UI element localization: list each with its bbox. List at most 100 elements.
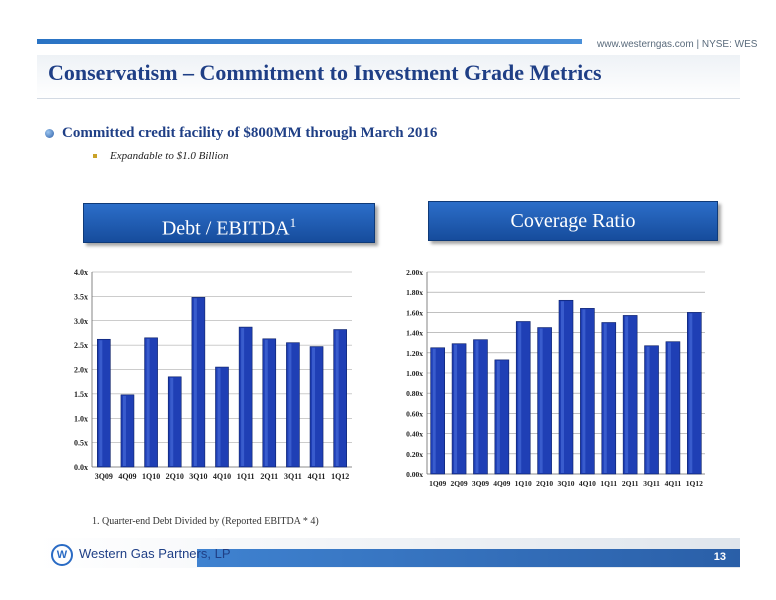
coverage-y-tick-label: 1.00x (406, 369, 423, 378)
coverage-y-tick-label: 1.20x (406, 349, 423, 358)
coverage-bar-highlight (646, 346, 650, 473)
debt-ebitda-bar-highlight (288, 343, 292, 466)
website-url: www.westerngas.com | NYSE: WES (597, 39, 757, 50)
title-band (37, 55, 740, 99)
debt-ebitda-x-tick-label: 4Q09 (118, 472, 136, 481)
debt-ebitda-y-tick-label: 1.5x (74, 390, 88, 399)
debt-ebitda-bar-highlight (99, 340, 103, 466)
page-number: 13 (713, 551, 726, 563)
debt-ebitda-bar-highlight (122, 395, 126, 466)
debt-ebitda-chart: 0.0x 0.5x 1.0x 1.5x 2.0x 2.5x 3.0x 3.5x 4.0x 3Q09… (74, 268, 352, 481)
coverage-x-tick-label: 1Q12 (686, 479, 703, 488)
bullet-main-text: Committed credit facility of $800MM thro… (62, 125, 438, 141)
coverage-ratio-header-text: Coverage Ratio (510, 210, 636, 232)
debt-ebitda-bar (191, 297, 206, 468)
coverage-y-tick-label: 1.40x (406, 329, 423, 338)
bullet-sub: Expandable to $1.0 Billion (93, 150, 229, 162)
url-text: www.westerngas.com (597, 39, 694, 50)
debt-ebitda-bar (262, 338, 277, 468)
debt-ebitda-bar-highlight (241, 328, 245, 466)
coverage-x-tick-label: 1Q11 (600, 479, 617, 488)
coverage-bar-highlight (539, 328, 543, 473)
coverage-y-tick-label: 0.00x (406, 470, 423, 479)
coverage-y-tick-label: 1.60x (406, 308, 423, 317)
coverage-y-tick-label: 0.60x (406, 409, 423, 418)
debt-ebitda-x-tick-label: 1Q10 (142, 472, 160, 481)
debt-ebitda-bar-highlight (146, 338, 150, 466)
coverage-x-tick-label: 3Q11 (643, 479, 660, 488)
debt-ebitda-y-tick-label: 3.0x (74, 317, 88, 326)
footnote-marker: 1 (289, 215, 297, 230)
debt-ebitda-y-tick-label: 3.5x (74, 292, 88, 301)
coverage-x-tick-label: 3Q09 (472, 479, 489, 488)
debt-ebitda-x-tick-label: 1Q12 (331, 472, 349, 481)
debt-ebitda-bar (238, 326, 253, 468)
debt-ebitda-bar (144, 337, 158, 468)
coverage-bar-highlight (667, 342, 671, 473)
coverage-y-tick-label: 0.20x (406, 450, 423, 459)
debt-ebitda-bar-highlight (312, 347, 316, 466)
coverage-bar-highlight (432, 348, 436, 473)
coverage-x-tick-label: 4Q10 (579, 479, 596, 488)
coverage-bar-highlight (561, 301, 564, 473)
top-accent-bar (37, 39, 582, 44)
debt-ebitda-bar (167, 376, 182, 468)
company-name: Western Gas Partners, LP (79, 546, 231, 561)
coverage-bar-highlight (518, 322, 522, 473)
coverage-x-tick-label: 2Q11 (622, 479, 639, 488)
page-title: Conservatism – Commitment to Investment … (48, 60, 602, 85)
debt-ebitda-y-tick-label: 1.0x (74, 414, 88, 423)
coverage-y-tick-label: 0.80x (406, 389, 423, 398)
coverage-x-tick-label: 1Q09 (429, 479, 446, 488)
debt-ebitda-x-tick-label: 3Q11 (284, 472, 302, 481)
title-divider (37, 98, 740, 99)
coverage-chart: 0.00x 0.20x 0.40x 0.60x 0.80x 1.00x 1.20x 1.40x… (406, 268, 705, 488)
debt-ebitda-y-tick-label: 4.0x (74, 268, 88, 277)
coverage-x-tick-label: 2Q10 (536, 479, 553, 488)
debt-ebitda-bar (309, 346, 324, 468)
separator: | (696, 39, 702, 50)
debt-ebitda-y-tick-label: 0.0x (74, 463, 88, 472)
bullet-main: Committed credit facility of $800MM thro… (45, 125, 438, 142)
debt-ebitda-bar (286, 342, 300, 468)
coverage-bar-highlight (603, 323, 607, 473)
bullet-sub-text: Expandable to $1.0 Billion (110, 150, 229, 162)
debt-ebitda-x-tick-label: 4Q11 (308, 472, 326, 481)
coverage-x-tick-label: 3Q10 (557, 479, 574, 488)
company-logo-icon: W (51, 544, 73, 566)
coverage-x-tick-label: 1Q10 (515, 479, 532, 488)
top-bar: www.westerngas.com | NYSE: WES (37, 37, 757, 55)
coverage-bar-highlight (582, 309, 586, 473)
debt-ebitda-bar-highlight (170, 377, 174, 466)
bullet-square-icon (93, 154, 97, 158)
coverage-y-tick-label: 0.40x (406, 430, 423, 439)
coverage-bar-highlight (689, 313, 693, 473)
footer: W Western Gas Partners, LP 13 (37, 538, 740, 568)
coverage-bar-highlight (454, 344, 458, 473)
bullet-dot-icon (45, 129, 54, 138)
ticker-text: NYSE: WES (701, 39, 758, 50)
debt-ebitda-bar (97, 338, 111, 468)
coverage-ratio-header: Coverage Ratio (428, 201, 718, 241)
coverage-y-tick-label: 1.80x (406, 288, 423, 297)
debt-ebitda-bar-highlight (264, 339, 268, 466)
coverage-bar-highlight (475, 340, 479, 473)
debt-ebitda-x-tick-label: 2Q10 (166, 472, 184, 481)
debt-ebitda-x-tick-label: 1Q11 (237, 472, 255, 481)
debt-ebitda-y-tick-label: 2.0x (74, 366, 88, 375)
debt-ebitda-bar-highlight (335, 330, 339, 466)
debt-ebitda-bar (215, 366, 229, 468)
debt-ebitda-x-tick-label: 3Q10 (189, 472, 207, 481)
coverage-x-tick-label: 2Q09 (451, 479, 468, 488)
debt-ebitda-bar (333, 329, 347, 468)
debt-ebitda-y-tick-label: 0.5x (74, 439, 88, 448)
debt-ebitda-y-tick-label: 2.5x (74, 341, 88, 350)
footer-accent-bar (197, 549, 740, 567)
debt-ebitda-bar-highlight (217, 368, 221, 466)
debt-ebitda-header-text: Debt / EBITDA (161, 217, 290, 240)
debt-ebitda-x-tick-label: 4Q10 (213, 472, 231, 481)
debt-ebitda-bar (120, 394, 135, 468)
debt-ebitda-x-tick-label: 3Q09 (95, 472, 113, 481)
debt-ebitda-bar-highlight (193, 298, 197, 466)
coverage-y-tick-label: 2.00x (406, 268, 423, 277)
